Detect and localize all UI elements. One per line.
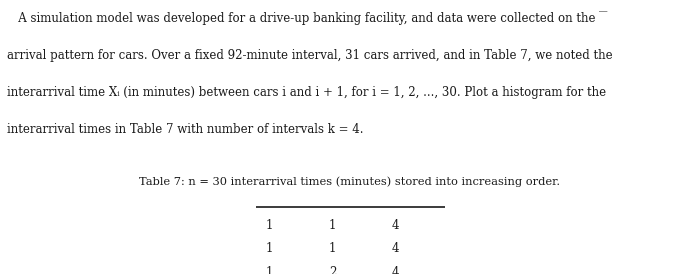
- Text: arrival pattern for cars. Over a fixed 92-minute interval, 31 cars arrived, and : arrival pattern for cars. Over a fixed 9…: [7, 49, 612, 62]
- Text: 2: 2: [329, 266, 336, 274]
- Text: 1: 1: [266, 219, 273, 232]
- Text: interarrival times in Table 7 with number of intervals k = 4.: interarrival times in Table 7 with numbe…: [7, 123, 363, 136]
- Text: 4: 4: [392, 219, 399, 232]
- Text: 1: 1: [329, 219, 336, 232]
- Text: 1: 1: [266, 266, 273, 274]
- Text: 4: 4: [392, 266, 399, 274]
- Text: A simulation model was developed for a drive-up banking facility, and data were : A simulation model was developed for a d…: [7, 12, 596, 25]
- Text: 4: 4: [392, 242, 399, 255]
- Text: 1: 1: [329, 242, 336, 255]
- Text: ―: ―: [599, 7, 608, 15]
- Text: Table 7: n = 30 interarrival times (minutes) stored into increasing order.: Table 7: n = 30 interarrival times (minu…: [139, 177, 561, 187]
- Text: interarrival time Xᵢ (in minutes) between cars i and i + 1, for i = 1, 2, ..., 3: interarrival time Xᵢ (in minutes) betwee…: [7, 86, 606, 99]
- Text: 1: 1: [266, 242, 273, 255]
